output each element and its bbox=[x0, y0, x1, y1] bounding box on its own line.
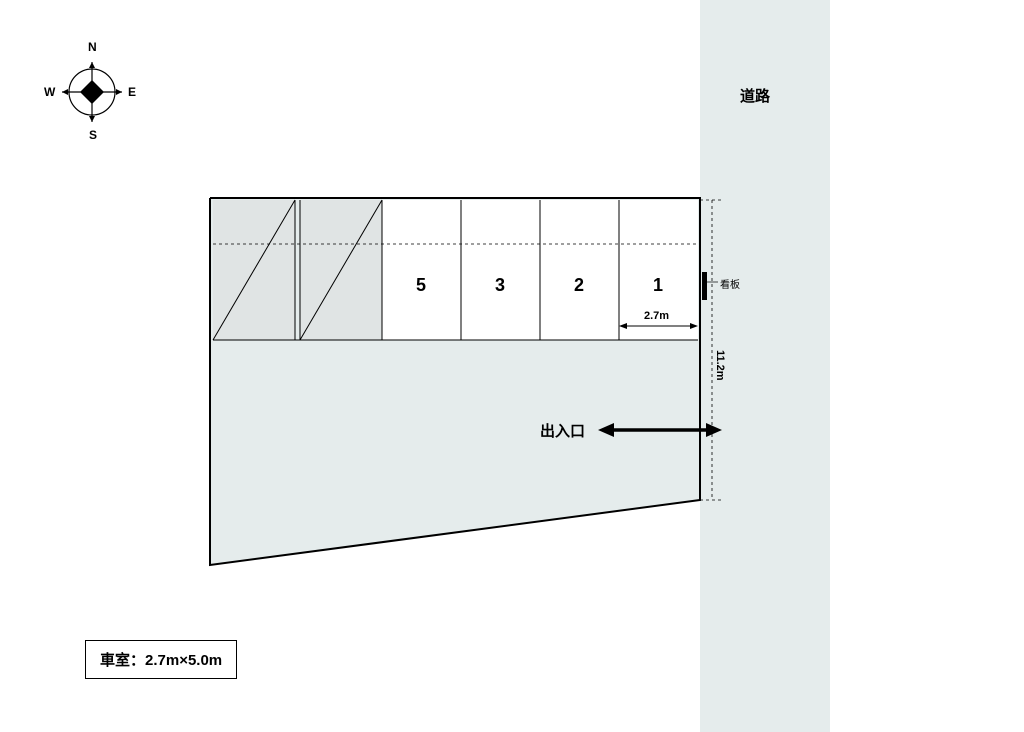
compass-e: E bbox=[128, 85, 136, 99]
space-2 bbox=[540, 200, 619, 340]
compass-s: S bbox=[89, 128, 97, 142]
space-label-1: 1 bbox=[653, 275, 663, 296]
width-dim-text: 2.7m bbox=[644, 310, 669, 322]
compass-n: N bbox=[88, 40, 97, 54]
height-dim-text: 11.2m bbox=[714, 350, 726, 381]
legend-text: 車室：2.7m×5.0m bbox=[100, 652, 222, 669]
legend-box: 車室：2.7m×5.0m bbox=[85, 640, 237, 679]
compass-w: W bbox=[44, 85, 55, 99]
parking-diagram bbox=[0, 0, 1024, 732]
space-label-5: 5 bbox=[416, 275, 426, 296]
signboard-label: 看板 bbox=[720, 276, 740, 291]
space-label-2: 2 bbox=[574, 275, 584, 296]
compass-icon bbox=[62, 62, 122, 122]
entrance-label: 出入口 bbox=[540, 420, 585, 441]
signboard-icon bbox=[702, 272, 707, 300]
space-label-3: 3 bbox=[495, 275, 505, 296]
space-5 bbox=[382, 200, 461, 340]
space-3 bbox=[461, 200, 540, 340]
